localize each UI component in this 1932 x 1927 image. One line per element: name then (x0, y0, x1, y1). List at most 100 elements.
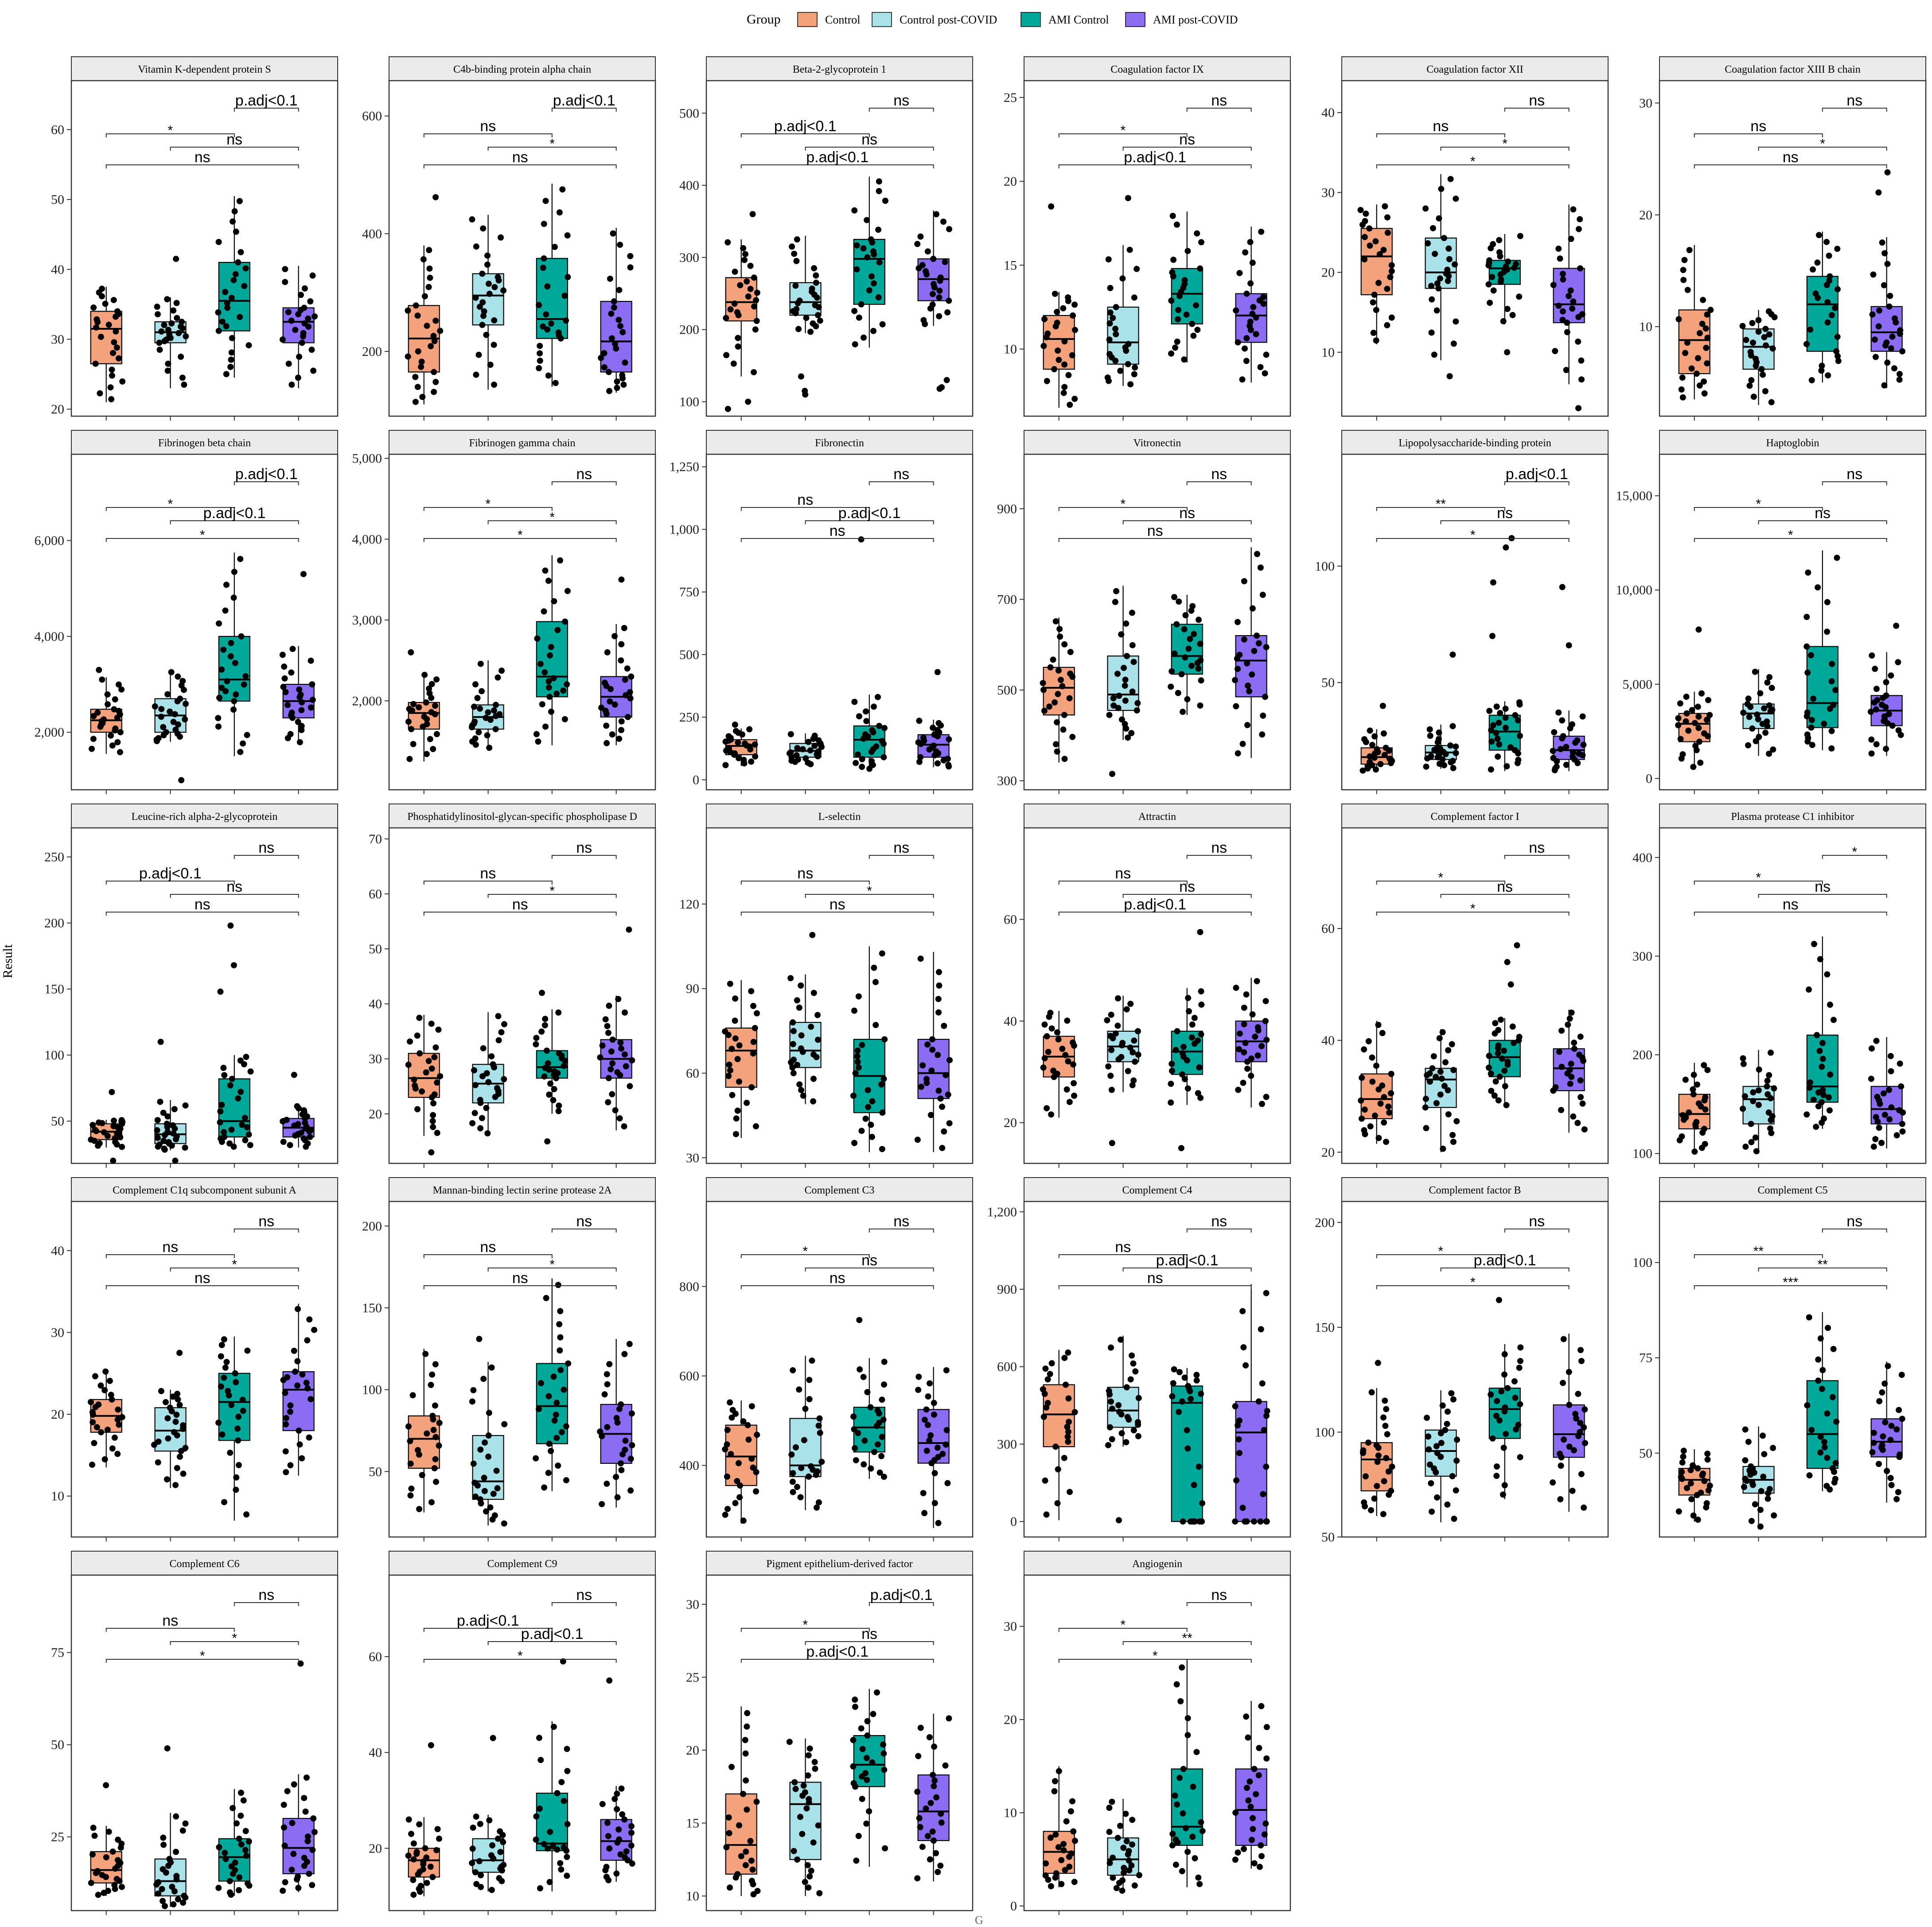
data-point (547, 1829, 553, 1835)
data-point (1361, 1127, 1367, 1134)
data-point (539, 701, 545, 708)
data-point (218, 1101, 225, 1108)
data-point (1388, 268, 1395, 274)
data-point (605, 1833, 612, 1839)
box-ami-control (1168, 211, 1204, 363)
y-tick-label: 1,000 (670, 522, 700, 537)
data-point (917, 956, 924, 962)
significance-bracket: ns (1440, 505, 1570, 524)
data-point (109, 742, 116, 749)
data-point (860, 1373, 867, 1380)
data-point (1682, 1077, 1689, 1083)
data-point (472, 681, 479, 688)
data-point (536, 1805, 543, 1812)
data-point (429, 1874, 436, 1880)
data-point (1501, 1482, 1508, 1489)
significance-bracket: * (487, 1257, 617, 1272)
data-point (309, 681, 316, 688)
y-tick-label: 20 (1321, 265, 1335, 280)
outlier-point (724, 406, 731, 412)
bracket-line (1822, 481, 1887, 485)
bracket-label: ** (1817, 1257, 1828, 1272)
significance-bracket: ns (1058, 865, 1188, 885)
box-control-post-covid (788, 1356, 825, 1511)
y-tick-label: 250 (44, 850, 64, 865)
data-point (1492, 1078, 1499, 1085)
data-point (548, 1447, 554, 1454)
box-control-post-covid (1424, 1390, 1461, 1522)
y-tick-label: 10 (1639, 320, 1652, 334)
data-point (1197, 1095, 1204, 1101)
data-point (1834, 286, 1841, 293)
significance-bracket: p.adj<0.1 (869, 1587, 934, 1606)
outlier-point (1178, 1145, 1184, 1151)
data-point (1262, 998, 1269, 1004)
data-point (1512, 1394, 1519, 1401)
data-point (1881, 282, 1887, 289)
data-point (1757, 690, 1764, 697)
data-point (550, 1097, 557, 1104)
data-point (1821, 721, 1827, 727)
data-point (810, 320, 816, 327)
box-iqr (472, 1435, 504, 1500)
data-point (88, 1136, 94, 1143)
data-point (1243, 358, 1250, 364)
outlier-point (1048, 203, 1055, 210)
data-point (295, 718, 301, 725)
box-control (1359, 702, 1395, 774)
y-tick-label: 75 (51, 1646, 64, 1660)
data-point (927, 1800, 934, 1806)
data-point (1057, 677, 1064, 683)
data-point (1832, 1475, 1839, 1482)
data-point (235, 259, 242, 266)
significance-bracket: ns (1058, 1239, 1188, 1258)
data-point (424, 323, 430, 329)
data-point (1055, 1466, 1061, 1473)
data-point (1254, 978, 1260, 984)
data-point (1041, 707, 1048, 714)
data-point (1814, 259, 1821, 266)
significance-bracket: ns (1058, 1270, 1252, 1289)
data-point (1434, 1494, 1441, 1501)
data-point (114, 739, 121, 745)
data-point (1106, 1860, 1113, 1866)
data-point (1552, 1084, 1559, 1091)
data-point (556, 1050, 562, 1057)
data-point (1867, 708, 1874, 715)
data-point (557, 1367, 564, 1373)
data-point (1235, 1849, 1241, 1856)
data-point (431, 338, 438, 344)
data-point (608, 310, 615, 317)
data-point (1453, 195, 1459, 202)
outlier-point (1115, 1517, 1122, 1524)
data-point (858, 1725, 865, 1732)
data-point (1690, 1072, 1697, 1078)
data-point (545, 372, 552, 379)
data-point (1241, 1049, 1247, 1056)
data-point (548, 708, 554, 715)
data-point (244, 732, 250, 738)
data-point (410, 701, 417, 707)
data-point (1180, 1810, 1186, 1817)
data-point (1572, 1411, 1579, 1417)
data-point (1384, 322, 1391, 328)
bracket-line (740, 133, 870, 137)
significance-bracket: ns (1504, 92, 1570, 112)
data-point (1488, 738, 1495, 745)
data-point (233, 1379, 239, 1385)
data-point (852, 1697, 858, 1703)
data-point (1373, 1062, 1379, 1069)
data-point (534, 635, 541, 642)
data-point (1387, 756, 1393, 762)
data-point (561, 716, 568, 722)
box-ami-post-covid (1868, 1037, 1906, 1150)
data-point (917, 1824, 923, 1830)
data-point (469, 1398, 475, 1405)
data-point (797, 1814, 803, 1820)
data-point (1119, 1888, 1126, 1894)
data-point (111, 1882, 118, 1888)
data-point (1496, 249, 1503, 256)
panel-strip (71, 804, 338, 828)
data-point (1431, 1465, 1437, 1472)
data-point (915, 1753, 922, 1759)
